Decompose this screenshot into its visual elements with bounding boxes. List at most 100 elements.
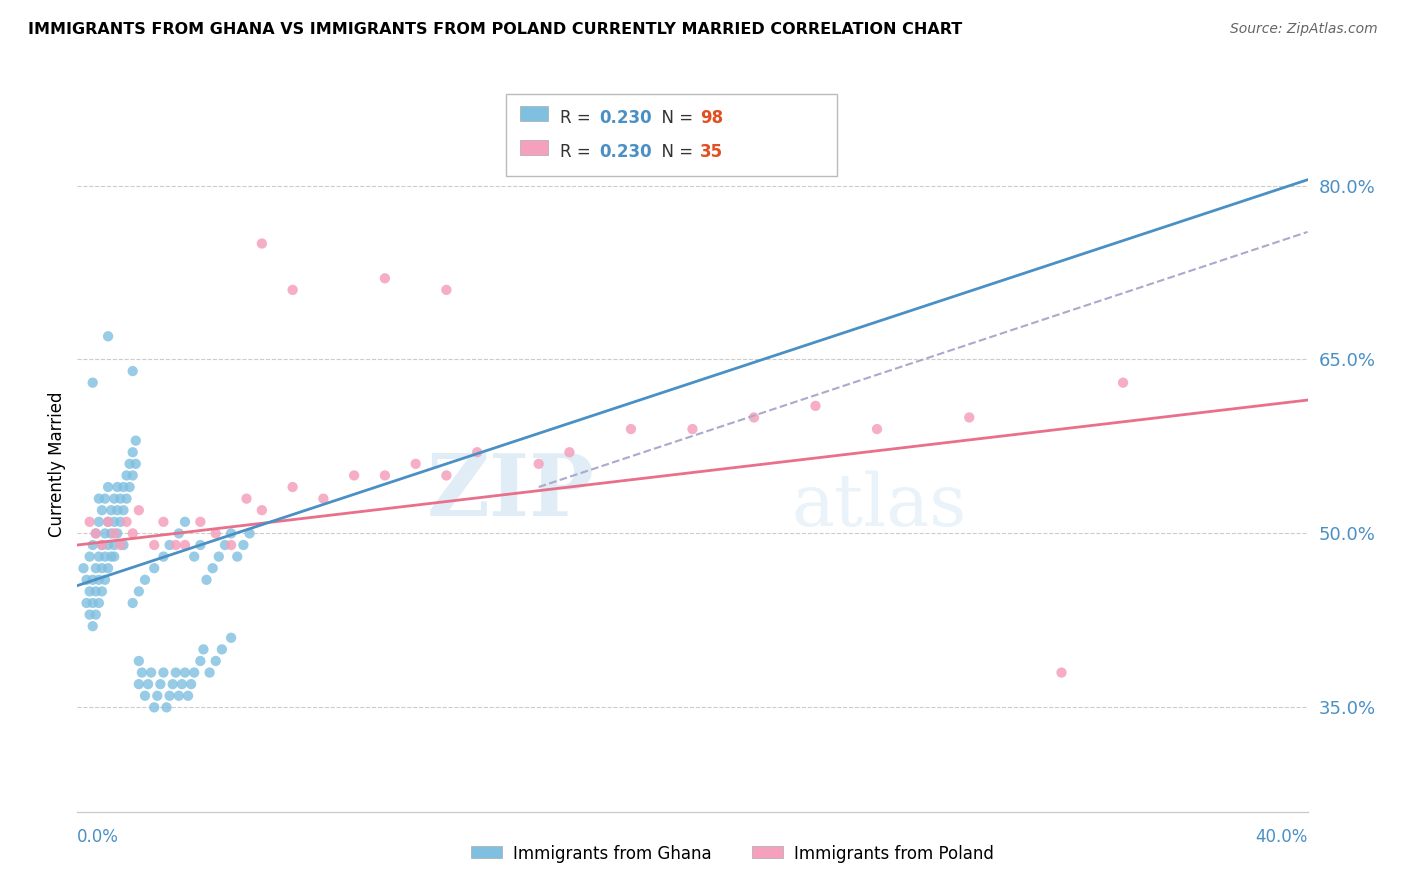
Point [167,689,190,703]
Text: 40.0%: 40.0% [1256,828,1308,846]
Point [134,689,156,703]
Point [143,561,166,575]
Point [149,677,172,691]
Point [79,607,101,622]
Point [141,665,163,680]
Point [82,538,104,552]
Text: R =: R = [560,109,596,127]
Point [97,480,120,494]
Point [125,434,148,448]
Text: 35: 35 [700,143,723,161]
Point [105,503,128,517]
Point [804,399,827,413]
Point [125,457,148,471]
Point [174,665,197,680]
Point [128,677,150,691]
Point [152,665,174,680]
Point [250,503,273,517]
Point [110,538,132,552]
Point [82,619,104,633]
Point [79,584,101,599]
Y-axis label: Currently Married: Currently Married [48,391,66,537]
Point [121,596,143,610]
Point [174,538,197,552]
Point [167,526,190,541]
Point [620,422,643,436]
Point [136,677,159,691]
Point [97,538,120,552]
Point [159,689,181,703]
Point [84,526,107,541]
Point [180,677,202,691]
Point [82,573,104,587]
Point [1050,665,1073,680]
Point [165,665,187,680]
Point [405,457,427,471]
Point [112,503,135,517]
Point [436,468,458,483]
Point [94,491,117,506]
Point [87,515,110,529]
Point [183,665,205,680]
Point [128,654,150,668]
Point [193,642,215,657]
Point [87,491,110,506]
Point [232,538,254,552]
Point [105,526,128,541]
Point [94,573,117,587]
Point [219,526,242,541]
Point [134,573,156,587]
Text: 0.230: 0.230 [599,109,651,127]
Point [110,515,132,529]
Point [128,503,150,517]
Point [90,538,114,552]
Point [128,584,150,599]
Point [79,515,101,529]
Point [177,689,200,703]
Point [72,561,94,575]
Point [527,457,550,471]
Point [115,491,138,506]
Point [188,538,212,552]
Text: 0.230: 0.230 [599,143,651,161]
Text: Source: ZipAtlas.com: Source: ZipAtlas.com [1230,22,1378,37]
Point [87,573,110,587]
Point [558,445,581,459]
Point [84,584,107,599]
Text: 0.0%: 0.0% [77,828,120,846]
Point [162,677,184,691]
Point [90,538,114,552]
Point [121,364,143,378]
Point [115,468,138,483]
Point [97,515,120,529]
Point [204,526,226,541]
Point [112,538,135,552]
Point [208,549,231,564]
Point [131,665,153,680]
Text: N =: N = [651,109,699,127]
Point [235,491,257,506]
Point [97,329,120,343]
Point [103,491,125,506]
Point [155,700,177,714]
Point [170,677,193,691]
Point [82,376,104,390]
Point [219,538,242,552]
Point [84,561,107,575]
Point [174,515,197,529]
Text: Immigrants from Ghana: Immigrants from Ghana [513,845,711,863]
Point [165,538,187,552]
Point [105,480,128,494]
Text: 98: 98 [700,109,723,127]
Point [103,549,125,564]
Point [226,549,249,564]
Point [84,607,107,622]
Point [103,515,125,529]
Point [201,561,224,575]
Point [214,538,236,552]
Text: atlas: atlas [792,470,966,541]
Point [465,445,488,459]
Point [110,491,132,506]
Point [204,654,226,668]
Point [94,549,117,564]
